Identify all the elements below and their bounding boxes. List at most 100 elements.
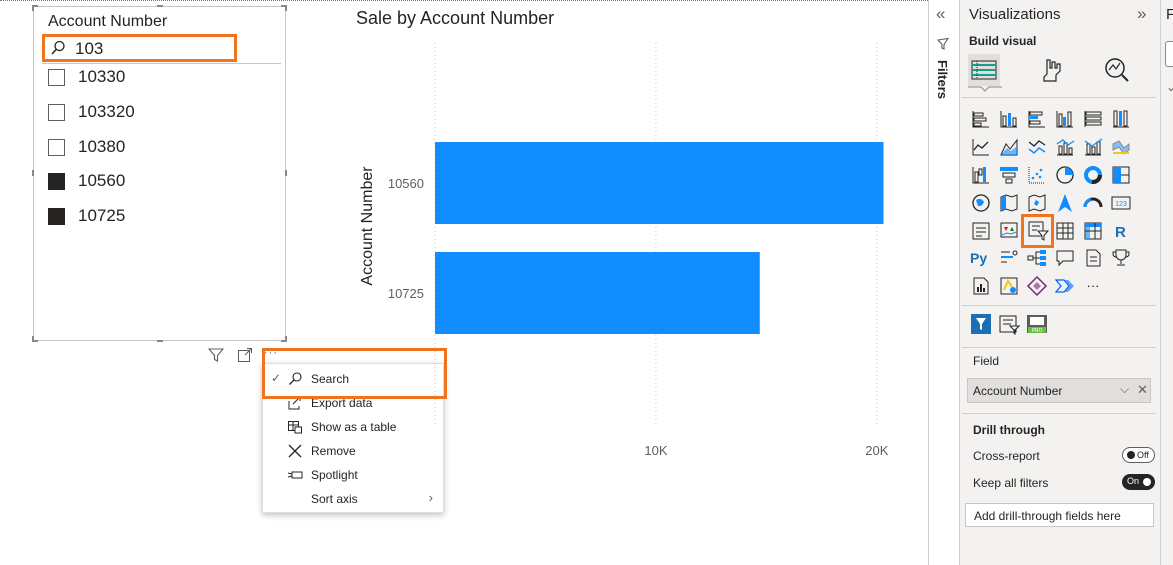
stacked-column-chart-icon[interactable] [998,108,1020,130]
slicer-item-label: 10560 [78,171,126,190]
collapse-filters-icon[interactable]: « [936,4,946,23]
menu-item-remove[interactable]: Remove [263,439,443,463]
shape-map-icon[interactable] [1026,192,1048,214]
analytics-tab-icon[interactable] [1101,54,1133,86]
filters-toggle[interactable]: Filters [931,37,957,120]
gauge-icon[interactable] [1082,192,1104,214]
more-visuals-button[interactable]: ··· [1086,278,1100,293]
menu-item-spotlight[interactable]: Spotlight [263,463,443,487]
slicer-search-value[interactable]: 103 [75,39,104,58]
field-well[interactable]: Account Number ⌵ ✕ [967,378,1151,403]
ribbon-chart-icon[interactable] [1110,136,1132,158]
report-canvas[interactable]: Account Number 103 10330 103320 10380 10… [0,0,928,565]
slicer-icon[interactable] [1027,220,1049,242]
chart-gridlines [434,43,878,426]
qa-visual-icon[interactable] [1054,247,1076,269]
fields-search-input[interactable] [1165,41,1173,67]
line-and-column-chart-icon[interactable] [1054,136,1076,158]
checkbox-checked[interactable] [48,208,65,225]
funnel-chart-icon[interactable] [998,164,1020,186]
search-icon [289,372,302,385]
keep-all-filters-toggle[interactable]: On [1122,474,1155,490]
checkbox[interactable] [48,104,65,121]
clustered-column-chart-icon[interactable] [1054,108,1076,130]
slicer-item[interactable]: 10330 [48,67,248,89]
card-icon[interactable]: 123 [1110,192,1132,214]
azure-map-icon[interactable] [1054,192,1076,214]
stacked-bar-chart-icon[interactable] [970,108,992,130]
cross-report-label: Cross-report [973,449,1040,463]
paginated-report-icon[interactable] [970,275,992,297]
line-and-clustered-column-icon[interactable] [1082,136,1104,158]
remove-field-icon[interactable]: ✕ [1137,382,1148,397]
expand-pane-icon[interactable]: » [1137,4,1147,23]
slicer-search-input[interactable]: 103 [42,34,237,62]
table-visual-icon[interactable] [1054,220,1076,242]
resize-handle-top[interactable] [157,5,163,7]
chevron-down-icon[interactable]: ⌵ [1120,382,1130,396]
waterfall-chart-icon[interactable] [970,164,992,186]
menu-item-search[interactable]: ✓ Search [263,367,443,391]
resize-handle-bottom[interactable] [157,340,163,342]
decomposition-tree-icon[interactable] [1026,247,1048,269]
chart-title: Sale by Account Number [356,8,555,28]
chevron-down-icon[interactable]: ⌄ [1166,80,1173,94]
resize-handle-top-right[interactable] [281,5,287,11]
format-visual-tab-icon[interactable] [1037,54,1069,86]
active-tab-indicator [968,86,1002,92]
slicer-item[interactable]: 10380 [48,137,248,159]
100-stacked-column-icon[interactable] [1110,108,1132,130]
clustered-bar-chart-icon[interactable] [1026,108,1048,130]
resize-handle-bottom-left[interactable] [32,336,38,342]
text-filter-visual-icon[interactable] [998,313,1020,335]
map-icon[interactable] [970,192,992,214]
filter-icon[interactable] [208,347,224,363]
cross-report-toggle[interactable]: Off [1122,447,1155,463]
custom-filter-visual-icon[interactable] [970,313,992,335]
drill-through-field-well[interactable]: Add drill-through fields here [965,503,1154,527]
account-number-slicer[interactable]: Account Number 103 10330 103320 10380 10… [32,5,287,342]
azure-maps-visual-icon[interactable] [998,275,1020,297]
pie-chart-icon[interactable] [1054,164,1076,186]
matrix-icon[interactable] [1082,220,1104,242]
key-influencers-icon[interactable] [998,247,1020,269]
menu-item-sort-axis[interactable]: Sort axis › [263,487,443,511]
slicer-item[interactable]: 10725 [48,206,248,228]
focus-mode-icon[interactable] [237,347,253,363]
stacked-area-chart-icon[interactable] [1026,136,1048,158]
treemap-icon[interactable] [1110,164,1132,186]
checkbox[interactable] [48,139,65,156]
pro-visual-icon[interactable]: PRO [1025,313,1051,335]
checkbox-checked[interactable] [48,173,65,190]
bar[interactable] [435,142,884,224]
bar-chart[interactable]: 10K 20K 10560 10725 Account Number [350,31,920,471]
multi-row-card-icon[interactable] [970,220,992,242]
svg-text:PRO: PRO [1032,328,1043,334]
100-stacked-bar-icon[interactable] [1082,108,1104,130]
toggle-knob [1143,478,1151,486]
metrics-trophy-icon[interactable] [1110,247,1132,269]
filled-map-icon[interactable] [998,192,1020,214]
bar[interactable] [435,252,760,334]
slicer-item[interactable]: 103320 [48,102,248,124]
resize-handle-left[interactable] [32,170,34,176]
line-chart-icon[interactable] [970,136,992,158]
power-automate-icon[interactable] [1054,275,1076,297]
checkbox[interactable] [48,69,65,86]
power-apps-icon[interactable] [1026,275,1048,297]
area-chart-icon[interactable] [998,136,1020,158]
r-script-visual-icon[interactable]: R [1110,220,1132,242]
python-visual-icon[interactable]: Py [970,247,992,269]
menu-item-show-as-table[interactable]: Show as a table [263,415,443,439]
resize-handle-top-left[interactable] [32,5,38,11]
scatter-chart-icon[interactable] [1026,164,1048,186]
build-visual-tab-icon[interactable] [968,54,1000,86]
slicer-title: Account Number [48,13,168,30]
filters-pane-collapsed[interactable] [928,0,960,565]
smart-narrative-icon[interactable] [1082,247,1104,269]
resize-handle-right[interactable] [285,170,287,176]
kpi-icon[interactable] [998,220,1020,242]
slicer-item[interactable]: 10560 [48,171,248,193]
resize-handle-bottom-right[interactable] [281,336,287,342]
donut-chart-icon[interactable] [1082,164,1104,186]
